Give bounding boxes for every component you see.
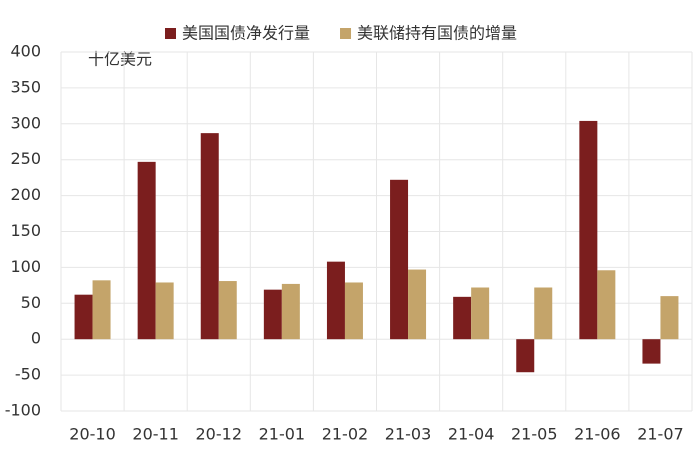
bar (92, 280, 111, 340)
bar (597, 270, 616, 340)
y-tick-label: 400 (10, 42, 41, 61)
bar (579, 120, 598, 340)
y-tick-label: 50 (21, 293, 41, 312)
bar (408, 269, 427, 340)
legend-label: 美国国债净发行量 (182, 24, 310, 43)
x-tick-label: 21-04 (448, 425, 495, 444)
bar (390, 179, 409, 340)
x-tick-label: 21-03 (385, 425, 432, 444)
y-tick-label: -100 (5, 401, 41, 420)
bar (453, 296, 472, 340)
y-tick-label: 150 (10, 221, 41, 240)
y-tick-label: 300 (10, 113, 41, 132)
x-tick-label: 21-01 (259, 425, 306, 444)
y-tick-label: 250 (10, 149, 41, 168)
y-tick-label: 100 (10, 257, 41, 276)
x-tick-label: 21-06 (574, 425, 621, 444)
x-tick-label: 21-07 (637, 425, 684, 444)
bar (660, 296, 679, 340)
bar (74, 294, 93, 340)
unit-annotation: 十亿美元 (88, 50, 152, 69)
bar (534, 287, 553, 340)
bar (263, 289, 282, 340)
y-tick-label: 200 (10, 185, 41, 204)
bar (281, 283, 300, 340)
bar (218, 281, 237, 340)
x-tick-label: 20-12 (196, 425, 243, 444)
bar (200, 133, 219, 340)
bar (471, 287, 490, 340)
bar (155, 282, 174, 340)
bar (326, 261, 345, 340)
y-tick-label: -50 (15, 365, 41, 384)
bar (516, 339, 535, 373)
x-tick-label: 20-11 (132, 425, 179, 444)
legend-label: 美联储持有国债的增量 (357, 24, 517, 43)
bar (344, 282, 363, 340)
bar (642, 339, 661, 364)
x-tick-label: 21-02 (322, 425, 369, 444)
bar (137, 161, 156, 340)
legend-swatch (340, 28, 352, 39)
y-tick-label: 0 (31, 329, 41, 348)
x-tick-label: 20-10 (69, 425, 116, 444)
y-tick-label: 350 (10, 77, 41, 96)
legend-swatch (165, 28, 176, 39)
x-tick-label: 21-05 (511, 425, 558, 444)
